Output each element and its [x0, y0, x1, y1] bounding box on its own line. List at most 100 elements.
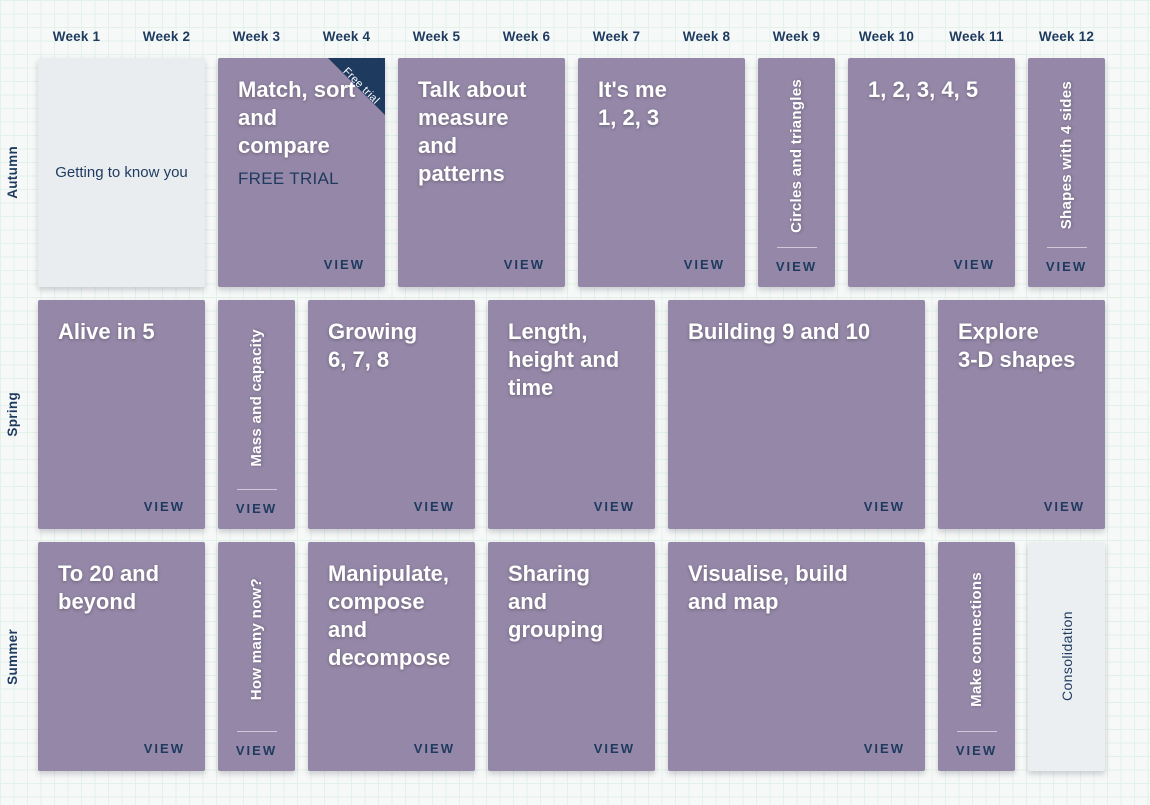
card-title-line: compose — [328, 589, 425, 614]
card-title-line: beyond — [58, 589, 137, 614]
card-title: Visualise, build and map — [688, 560, 905, 616]
card-title-line: time — [508, 375, 554, 400]
view-link[interactable]: VIEW — [143, 741, 185, 756]
card-title: Getting to know you — [55, 164, 188, 181]
view-link[interactable]: VIEW — [235, 501, 278, 516]
card-vertical-title-wrap: Circles and triangles — [788, 74, 805, 237]
card-title-line: compare — [238, 133, 330, 158]
card-building-9-and-10[interactable]: Building 9 and 10 VIEW — [668, 300, 925, 529]
card-title-line: It's me — [598, 77, 667, 102]
card-talk-about-measure-and-patterns[interactable]: Talk about measure and patterns VIEW — [398, 58, 565, 287]
week-header-11: Week 11 — [949, 28, 1004, 44]
card-title-line: Alive in 5 — [58, 319, 155, 344]
card-title: How many now? — [248, 578, 265, 701]
card-title: Manipulate, compose and decompose — [328, 560, 455, 672]
week-header-3: Week 3 — [232, 28, 281, 44]
card-title: Mass and capacity — [248, 328, 265, 467]
card-match-sort-and-compare[interactable]: Match, sort and compare FREE TRIAL Free tria… — [218, 58, 385, 287]
card-title-line: Explore — [958, 319, 1039, 344]
week-header-12: Week 12 — [1038, 28, 1095, 44]
season-label-text: Spring — [5, 392, 20, 437]
view-link[interactable]: VIEW — [413, 741, 455, 756]
divider — [236, 731, 277, 732]
view-link[interactable]: VIEW — [863, 499, 905, 514]
season-label-text: Summer — [5, 628, 20, 685]
view-link[interactable]: VIEW — [143, 499, 185, 514]
view-link[interactable]: VIEW — [683, 257, 725, 272]
week-header-8: Week 8 — [682, 28, 731, 44]
card-title-line: Length, — [508, 319, 588, 344]
view-link[interactable]: VIEW — [955, 743, 998, 758]
view-link[interactable]: VIEW — [593, 499, 635, 514]
week-header-4: Week 4 — [322, 28, 371, 44]
season-label-autumn: Autumn — [0, 58, 25, 287]
view-link[interactable]: VIEW — [953, 257, 995, 272]
card-shapes-with-4-sides[interactable]: Shapes with 4 sides VIEW — [1028, 58, 1105, 287]
view-link[interactable]: VIEW — [593, 741, 635, 756]
week-header-7: Week 7 — [592, 28, 641, 44]
scheme-of-learning-grid: Week 1 Week 2 Week 3 Week 4 Week 5 Week 6 Week… — [0, 28, 1105, 771]
card-title-line: and — [238, 105, 278, 130]
divider — [776, 247, 817, 248]
card-title-line: To 20 and — [58, 561, 160, 586]
view-link[interactable]: VIEW — [775, 259, 818, 274]
card-title: Growing 6, 7, 8 — [328, 318, 455, 374]
card-mass-and-capacity[interactable]: Mass and capacity VIEW — [218, 300, 295, 529]
card-title: 1, 2, 3, 4, 5 — [868, 76, 995, 104]
card-visualise-build-and-map[interactable]: Visualise, build and map VIEW — [668, 542, 925, 771]
card-how-many-now[interactable]: How many now? VIEW — [218, 542, 295, 771]
card-title: Circles and triangles — [788, 78, 805, 233]
card-title-line: Visualise, build — [688, 561, 848, 586]
divider — [236, 489, 277, 490]
view-link[interactable]: VIEW — [1043, 499, 1085, 514]
card-title-line: measure — [418, 105, 509, 130]
card-title: To 20 and beyond — [58, 560, 185, 616]
view-link[interactable]: VIEW — [863, 741, 905, 756]
card-explore-3-d-shapes[interactable]: Explore 3-D shapes VIEW — [938, 300, 1105, 529]
card-title-line: grouping — [508, 617, 604, 642]
view-link[interactable]: VIEW — [235, 743, 278, 758]
week-header-6: Week 6 — [502, 28, 551, 44]
week-header-2: Week 2 — [142, 28, 191, 44]
view-link[interactable]: VIEW — [503, 257, 545, 272]
card-title: It's me 1, 2, 3 — [598, 76, 725, 132]
divider — [1046, 247, 1087, 248]
view-link[interactable]: VIEW — [413, 499, 455, 514]
card-manipulate-compose-and-decompose[interactable]: Manipulate, compose and decompose VIEW — [308, 542, 475, 771]
card-title-line: 6, 7, 8 — [328, 347, 390, 372]
card-make-connections[interactable]: Make connections VIEW — [938, 542, 1015, 771]
week-header-5: Week 5 — [412, 28, 461, 44]
season-label-spring: Spring — [0, 300, 25, 529]
view-link[interactable]: VIEW — [1045, 259, 1088, 274]
card-title: Talk about measure and patterns — [418, 76, 545, 188]
card-title-line: Growing — [328, 319, 418, 344]
card-title: Length, height and time — [508, 318, 635, 402]
card-title-line: Building 9 and 10 — [688, 319, 871, 344]
season-label-summer: Summer — [0, 542, 25, 771]
card-vertical-title-wrap: Make connections — [968, 558, 985, 721]
card-to-20-and-beyond[interactable]: To 20 and beyond VIEW — [38, 542, 205, 771]
card-title-line: decompose — [328, 645, 451, 670]
card-sharing-and-grouping[interactable]: Sharing and grouping VIEW — [488, 542, 655, 771]
card-getting-to-know-you: Getting to know you — [38, 58, 205, 287]
week-header-9: Week 9 — [772, 28, 821, 44]
card-it-s-me-1-2-3[interactable]: It's me 1, 2, 3 VIEW — [578, 58, 745, 287]
card-circles-and-triangles[interactable]: Circles and triangles VIEW — [758, 58, 835, 287]
card-title: Sharing and grouping — [508, 560, 635, 644]
card-title: Alive in 5 — [58, 318, 185, 346]
card-title-line: height and — [508, 347, 620, 372]
card-growing-6-7-8[interactable]: Growing 6, 7, 8 VIEW — [308, 300, 475, 529]
card-alive-in-5[interactable]: Alive in 5 VIEW — [38, 300, 205, 529]
card-title-line: Talk about — [418, 77, 527, 102]
card-1-2-3-4-5[interactable]: 1, 2, 3, 4, 5 VIEW — [848, 58, 1015, 287]
card-title: Explore 3-D shapes — [958, 318, 1085, 374]
card-title: Make connections — [968, 572, 985, 707]
card-title-line: 3-D shapes — [958, 347, 1076, 372]
card-title-line: and patterns — [418, 133, 505, 186]
week-header-10: Week 10 — [858, 28, 915, 44]
card-length-height-and-time[interactable]: Length, height and time VIEW — [488, 300, 655, 529]
divider — [956, 731, 997, 732]
card-title-line: 1, 2, 3, 4, 5 — [868, 77, 979, 102]
card-title: Shapes with 4 sides — [1058, 81, 1075, 230]
view-link[interactable]: VIEW — [323, 257, 365, 272]
